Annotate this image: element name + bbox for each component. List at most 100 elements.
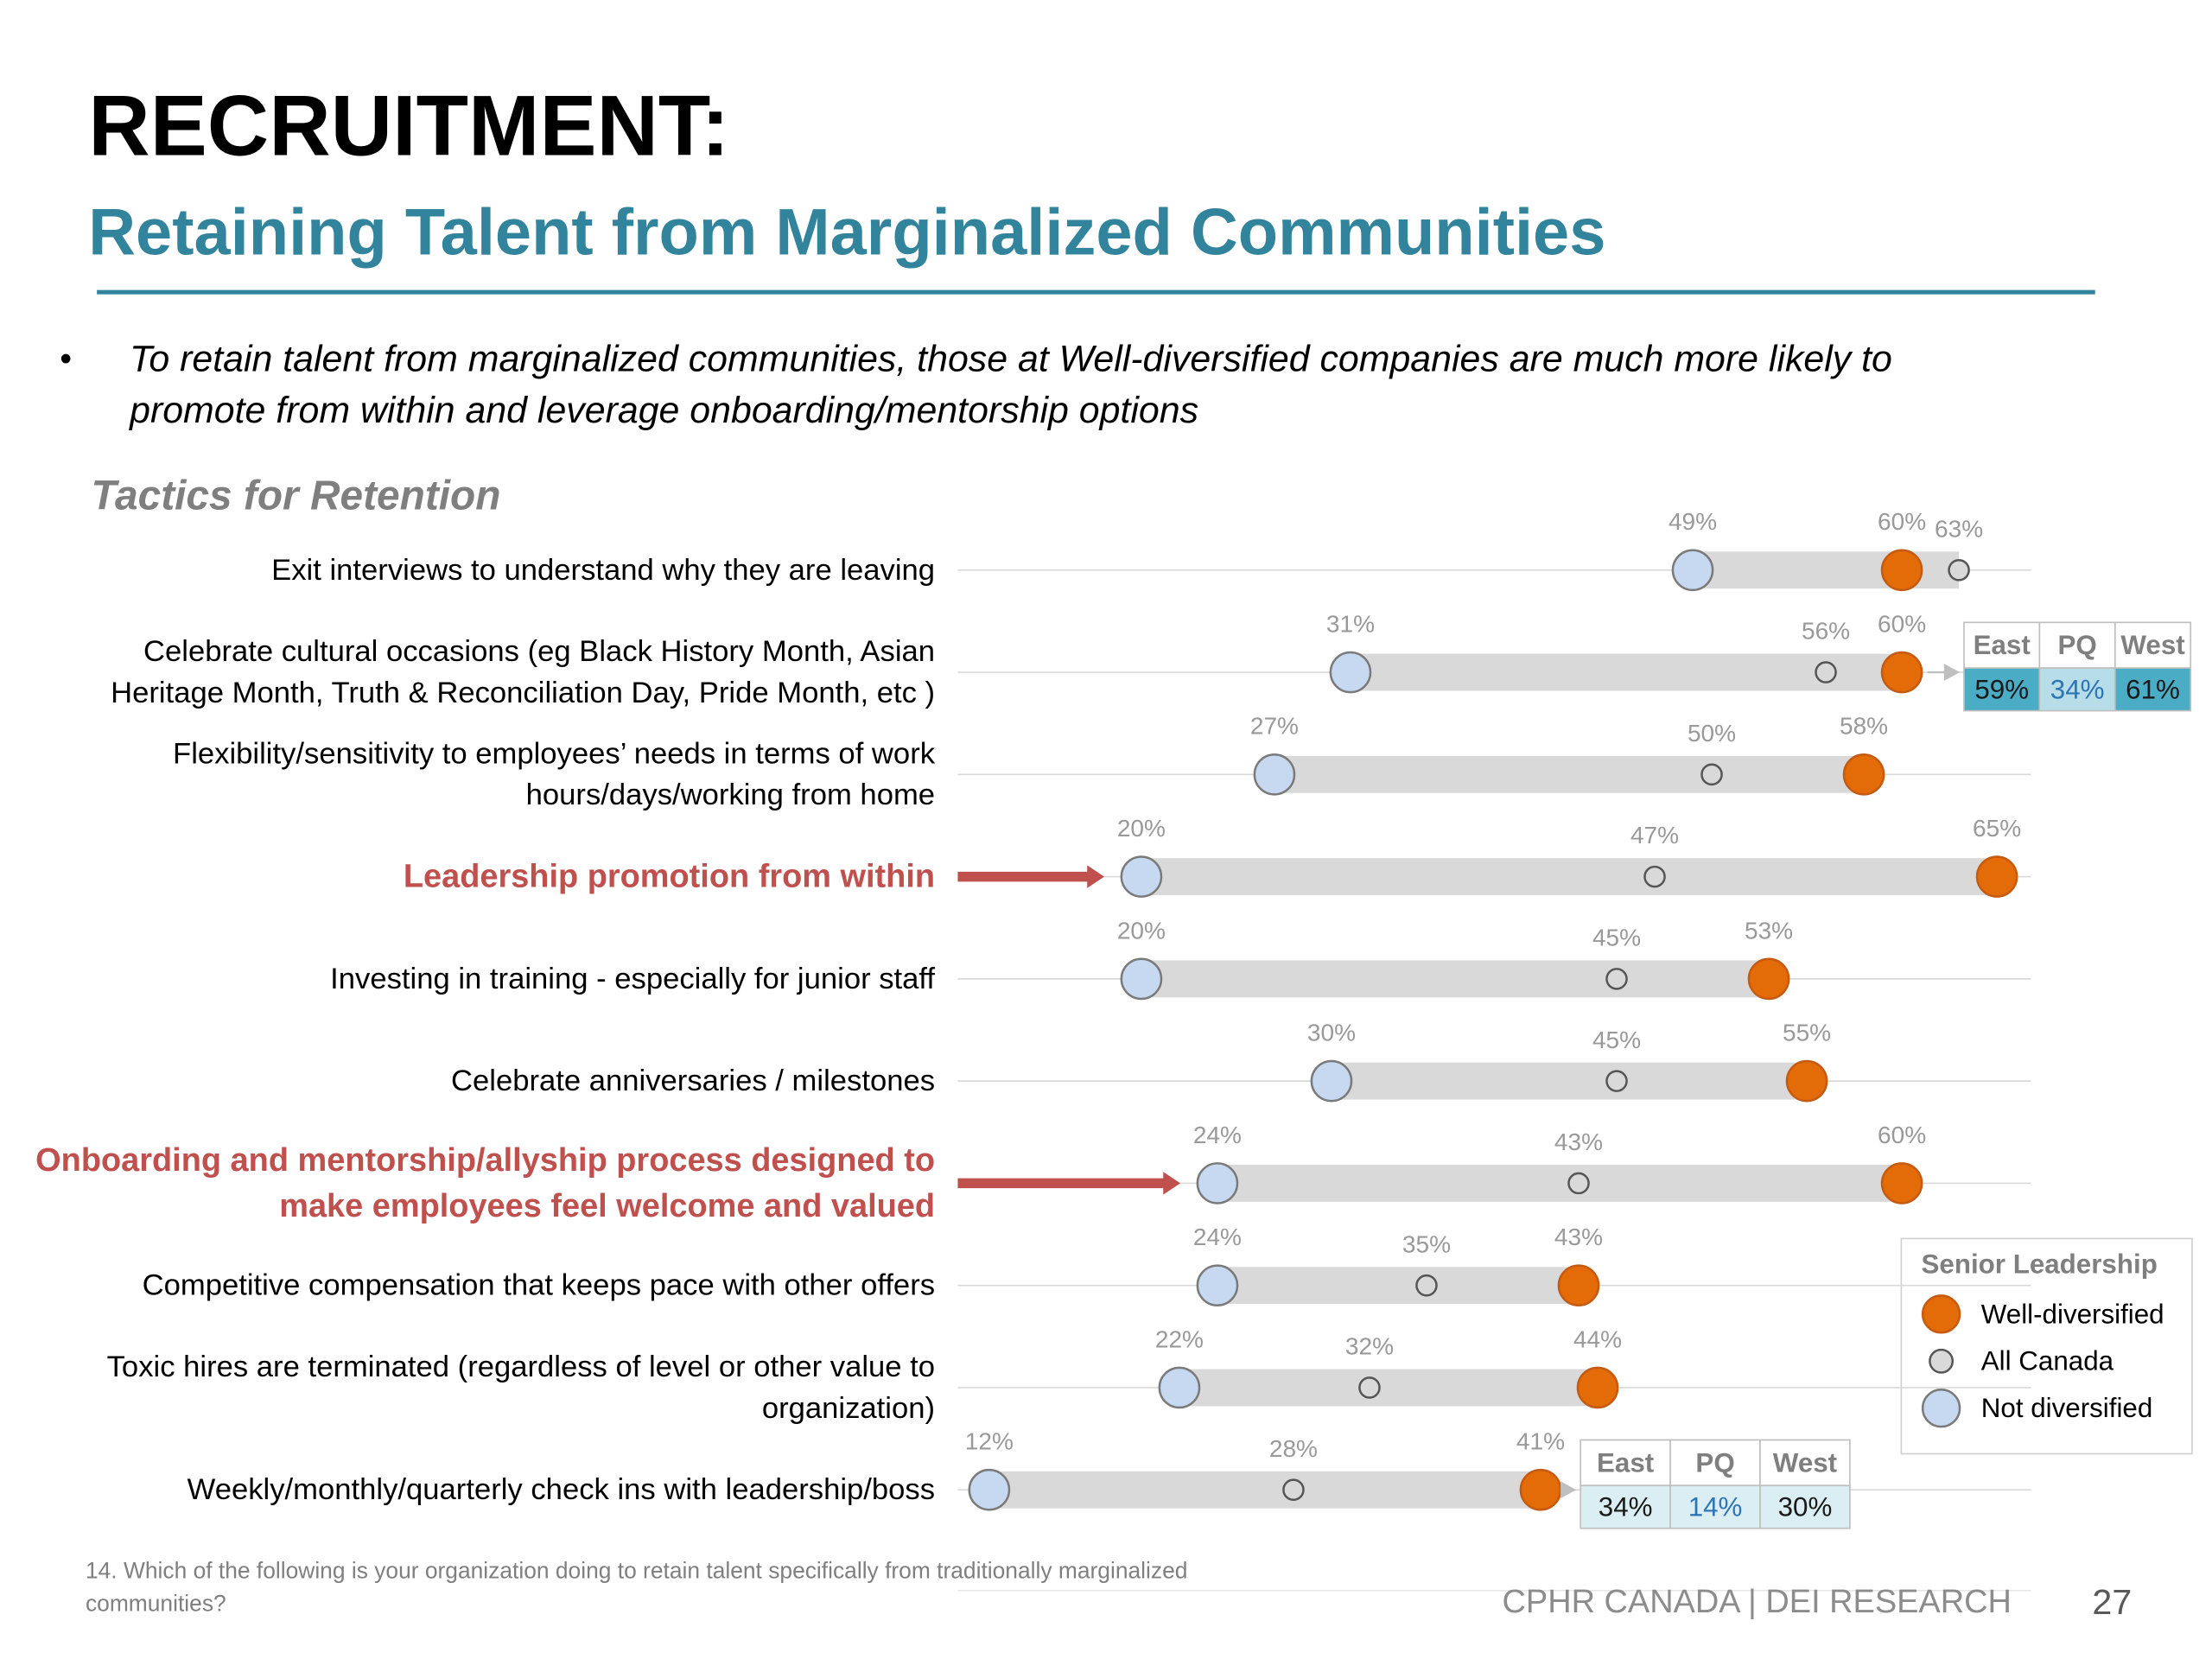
callout-value: 59%: [1974, 674, 2029, 704]
value-label: 60%: [1878, 508, 1926, 535]
marker: [1358, 1376, 1381, 1399]
category-label: Investing in training - especially for j…: [330, 963, 935, 995]
bullet-text: promote from within and leverage onboard…: [128, 390, 1198, 431]
callout-value-cell: [1759, 1484, 1851, 1529]
value-label: 58%: [1840, 713, 1888, 740]
value-label: 31%: [1326, 610, 1375, 637]
value-label: 22%: [1155, 1325, 1204, 1352]
marker: [1310, 1059, 1353, 1103]
footer: CPHR CANADA | DEI RESEARCH: [1503, 1584, 2012, 1620]
marker: [1519, 1468, 1562, 1511]
callout-value-cell: [1580, 1484, 1671, 1529]
marker: [1671, 549, 1714, 592]
range-bar: [1217, 1267, 1580, 1305]
callout-header-cell: [2038, 621, 2116, 669]
chart-title: Tactics for Retention: [92, 474, 501, 519]
value-label: 55%: [1783, 1020, 1831, 1046]
legend-label: Not diversified: [1981, 1393, 2153, 1423]
value-label: 27%: [1250, 713, 1299, 740]
value-label: 43%: [1554, 1128, 1603, 1155]
marker: [1975, 855, 2018, 898]
marker: [1948, 559, 1970, 582]
callout-header: East: [1974, 630, 2031, 660]
callout-value-cell: [1669, 1484, 1761, 1529]
value-label: 43%: [1554, 1224, 1603, 1250]
category-label: Leadership promotion from within: [404, 859, 935, 895]
category-label: Heritage Month, Truth & Reconciliation D…: [111, 677, 935, 709]
highlight-arrowhead: [1163, 1172, 1181, 1195]
marker: [1282, 1478, 1305, 1501]
legend-marker: [1929, 1348, 1955, 1374]
callout-value: 61%: [2126, 674, 2180, 704]
marker: [1785, 1059, 1828, 1103]
value-label: 45%: [1592, 1027, 1641, 1053]
page-number: 27: [2092, 1582, 2132, 1622]
callout-value-cell: [2038, 667, 2116, 712]
legend-box: [1900, 1237, 2193, 1455]
marker: [1747, 957, 1790, 1001]
value-label: 41%: [1516, 1428, 1565, 1455]
marker: [1557, 1264, 1600, 1307]
category-label: make employees feel welcome and valued: [279, 1188, 935, 1224]
marker: [1576, 1366, 1619, 1409]
value-label: 63%: [1935, 515, 1983, 542]
marker: [1196, 1264, 1239, 1307]
value-label: 65%: [1973, 815, 2021, 842]
range-bar: [1350, 653, 1903, 691]
value-label: 56%: [1802, 618, 1850, 645]
marker: [1605, 968, 1628, 990]
marker: [1120, 855, 1163, 898]
value-label: 28%: [1269, 1435, 1318, 1462]
callout-value-cell: [2114, 667, 2192, 712]
callout-value: 14%: [1688, 1491, 1743, 1522]
range-bar: [1217, 1164, 1903, 1202]
legend-label: Well-diversified: [1981, 1299, 2164, 1329]
value-label: 12%: [965, 1428, 1014, 1455]
value-label: 44%: [1573, 1325, 1622, 1352]
category-label: Toxic hires are terminated (regardless o…: [107, 1351, 935, 1383]
range-bar: [988, 1471, 1541, 1509]
value-label: 47%: [1630, 822, 1679, 849]
highlight-arrowhead: [1087, 865, 1105, 888]
bullet-text: To retain talent from marginalized commu…: [130, 339, 1892, 380]
callout-header: West: [1773, 1447, 1838, 1478]
callout-pointer: [1560, 1481, 1577, 1499]
value-label: 45%: [1592, 925, 1641, 951]
callout-value: 34%: [1599, 1491, 1653, 1522]
marker: [1880, 549, 1923, 592]
title: RECRUITMENT:: [88, 78, 729, 174]
legend-title: Senior Leadership: [1922, 1249, 2158, 1280]
footnote: 14. Which of the following is your organ…: [86, 1558, 1187, 1584]
marker: [1815, 661, 1837, 683]
callout-value: 34%: [2050, 674, 2105, 704]
value-label: 24%: [1193, 1224, 1242, 1250]
callout-header: East: [1597, 1447, 1655, 1478]
callout-header: West: [2120, 630, 2185, 660]
range-bar: [1274, 755, 1865, 793]
range-bar: [1141, 858, 1998, 896]
callout-value-cell: [1963, 667, 2041, 712]
legend-marker: [1921, 1389, 1961, 1428]
value-label: 35%: [1402, 1230, 1451, 1257]
legend-label: All Canada: [1981, 1346, 2114, 1376]
value-label: 53%: [1745, 917, 1793, 944]
marker: [1880, 651, 1923, 694]
marker: [1329, 651, 1372, 694]
callout-header-cell: [1759, 1439, 1851, 1487]
callout-value: 30%: [1778, 1491, 1833, 1522]
category-label: Exit interviews to understand why they a…: [271, 554, 935, 587]
category-label: Celebrate anniversaries / milestones: [451, 1065, 935, 1097]
footnote: communities?: [86, 1591, 226, 1617]
callout-header-cell: [1580, 1439, 1671, 1487]
marker: [1700, 763, 1723, 786]
category-label: hours/days/working from home: [526, 779, 935, 811]
marker: [968, 1468, 1011, 1511]
subtitle: Retaining Talent from Marginalized Commu…: [88, 195, 1605, 269]
value-label: 20%: [1117, 917, 1166, 944]
marker: [1643, 865, 1666, 888]
bullet-dot: •: [60, 340, 72, 378]
value-label: 32%: [1345, 1333, 1394, 1360]
callout-header: PQ: [1695, 1447, 1734, 1478]
value-label: 60%: [1878, 610, 1926, 637]
